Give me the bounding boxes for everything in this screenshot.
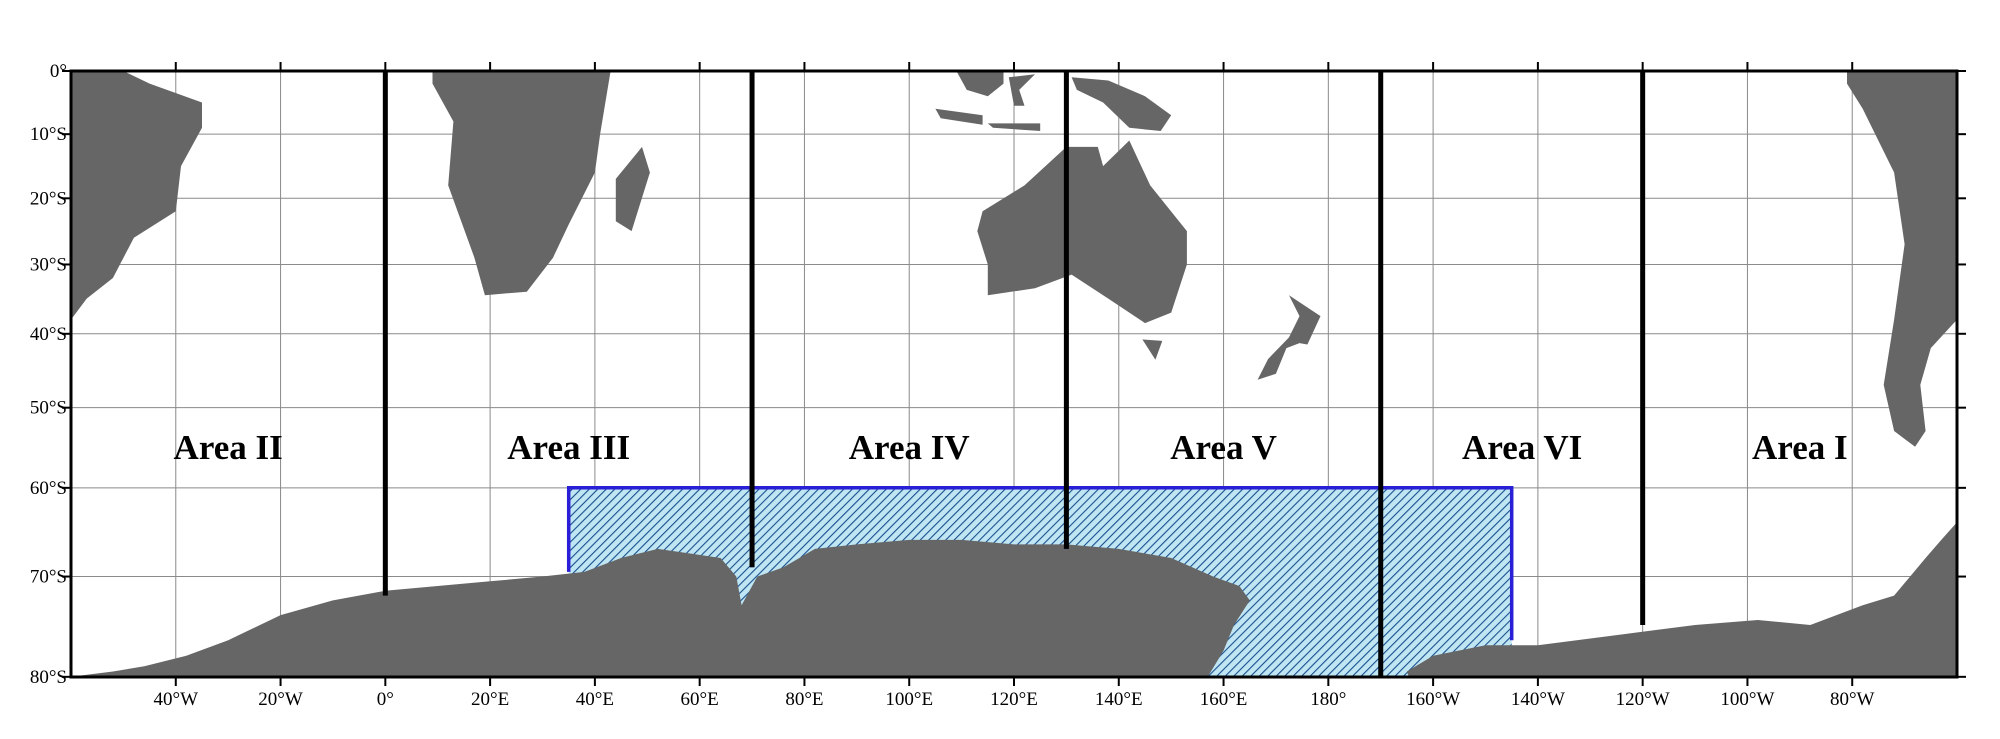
map-frame [69,69,1959,679]
x-tick-label: 160°W [1406,689,1460,710]
africa [432,71,611,296]
area-label: Area V [1170,428,1277,467]
y-tick-label: 30°S [30,254,67,275]
area-label: Area IV [849,428,970,467]
y-tick-label: 40°S [30,324,67,345]
y-tick-label: 20°S [30,188,67,209]
java [935,108,983,125]
x-tick-label: 160°E [1200,689,1248,710]
land [71,71,1957,677]
australia [977,140,1187,324]
y-tick-label: 10°S [30,124,67,145]
survey-outline [566,486,1514,641]
lesser-sunda [987,123,1041,131]
x-tick-label: 100°E [885,689,933,710]
y-tick-label: 0° [50,61,67,82]
tasmania [1142,339,1163,360]
x-tick-label: 140°E [1095,689,1143,710]
x-tick-label: 80°W [1830,689,1875,710]
x-tick-label: 20°E [471,689,509,710]
y-tick-label: 80°S [30,667,67,688]
overlay: 40°W 20°W 0° 20°E 40°E 60°E 80°E 100°E 120°E 140°… [30,61,1966,710]
borneo [956,71,1004,97]
x-tick-label: 180° [1310,689,1346,710]
sulawesi [1008,74,1035,106]
x-tick-label: 140°W [1511,689,1565,710]
antarctica [71,539,1250,677]
area-label: Area II [174,428,283,467]
x-tick-label: 40°E [576,689,614,710]
x-tick-label: 20°W [258,689,303,710]
y-tick-label: 70°S [30,567,67,588]
new-guinea [1071,77,1172,131]
south-america-west [71,71,202,320]
area-label: Area VI [1462,428,1582,467]
south-america-east [1847,71,1957,447]
x-tick-label: 120°E [990,689,1038,710]
x-tick-label: 40°W [154,689,199,710]
madagascar [615,146,650,232]
x-tick-label: 60°E [681,689,719,710]
x-tick-label: 100°W [1720,689,1774,710]
y-tick-label: 50°S [30,398,67,419]
x-tick-label: 0° [377,689,394,710]
y-tick-label: 60°S [30,478,67,499]
x-tick-label: 120°W [1616,689,1670,710]
x-tick-label: 80°E [785,689,823,710]
area-label: Area III [507,428,630,467]
area-label: Area I [1752,428,1848,467]
new-zealand [1257,295,1321,380]
antarctica-east [1406,522,1957,677]
